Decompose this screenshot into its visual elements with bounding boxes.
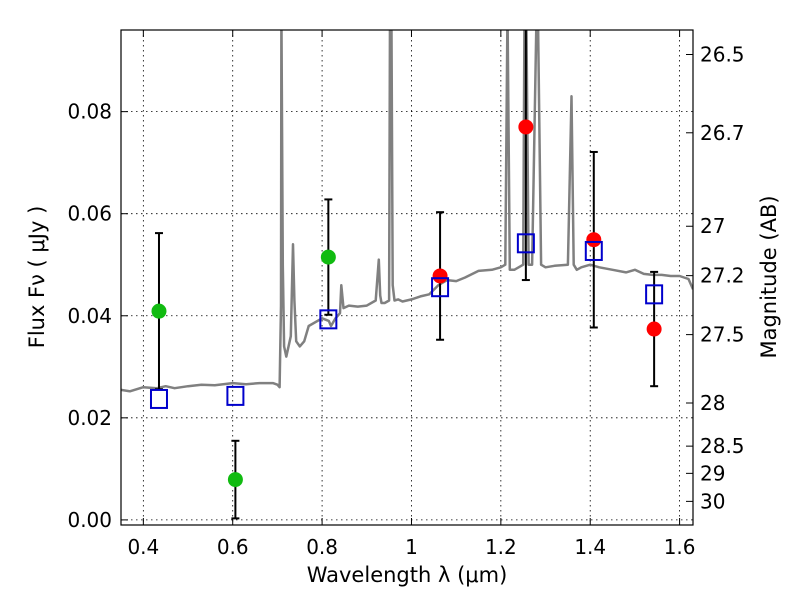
grid (121, 30, 693, 525)
y-tick-label: 0.02 (67, 406, 112, 430)
mag-tick-label: 27.5 (700, 323, 745, 347)
model-photometry-point (431, 277, 450, 298)
plot-background (121, 30, 693, 525)
axis-ticks: 0.4 0.6 0.8 1 1.2 1.4 1.6 0.00 0.02 0.04 0.06 0.08 2… (67, 30, 745, 559)
x-axis-label: Wavelength λ (μm) (307, 563, 508, 587)
x-tick-label: 0.6 (217, 535, 249, 559)
x-tick-label: 0.8 (306, 535, 338, 559)
mag-tick-label: 26.5 (700, 42, 745, 66)
green-photometry-point (227, 472, 243, 488)
red-photometry-point (518, 119, 534, 135)
mag-tick-label: 27 (700, 214, 725, 238)
green-photometry-point (320, 249, 336, 265)
green-photometry-point (151, 303, 167, 319)
y-tick-label: 0.00 (67, 508, 112, 532)
mag-tick-label: 27.2 (700, 264, 745, 288)
mag-tick-label: 26.7 (700, 121, 745, 145)
mag-tick-label: 29 (700, 461, 725, 485)
y-axis-label: Flux Fν ( μJy ) (25, 206, 49, 349)
x-tick-label: 0.4 (127, 535, 159, 559)
spectrum-layer (121, 30, 693, 393)
model-photometry-point (149, 388, 168, 409)
model-photometry-point (516, 233, 535, 254)
mag-tick-label: 30 (700, 489, 725, 513)
red-photometry-point (646, 321, 662, 337)
data-points (149, 119, 664, 488)
y-tick-label: 0.06 (67, 202, 112, 226)
model-photometry-point (319, 309, 338, 330)
model-photometry-point (645, 284, 664, 305)
x-tick-label: 1 (405, 535, 418, 559)
mag-tick-label: 28 (700, 391, 725, 415)
model-photometry-point (584, 240, 603, 261)
mag-tick-label: 28.5 (700, 434, 745, 458)
x-tick-label: 1.4 (574, 535, 606, 559)
red-photometry-point (586, 232, 602, 248)
plot-frame (120, 29, 694, 526)
x-tick-label: 1.2 (485, 535, 517, 559)
model-photometry-point (226, 385, 245, 406)
y2-axis-label: Magnitude (AB) (757, 195, 781, 358)
model-spectrum-line (121, 30, 693, 393)
y-tick-label: 0.04 (67, 304, 112, 328)
red-photometry-point (432, 268, 448, 284)
y-tick-label: 0.08 (67, 100, 112, 124)
x-tick-label: 1.6 (664, 535, 696, 559)
